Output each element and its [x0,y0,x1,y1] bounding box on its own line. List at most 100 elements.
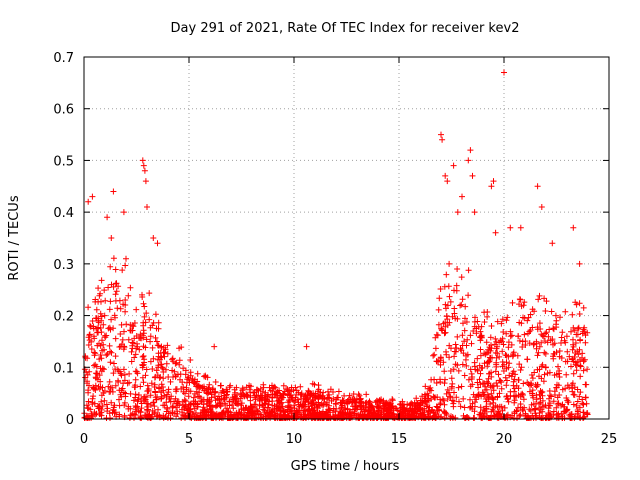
data-point [481,319,488,325]
data-point [452,361,459,368]
data-point [306,407,313,414]
data-point [134,343,141,350]
data-point [315,415,322,421]
data-point [175,398,182,405]
data-point [570,341,576,348]
data-point [576,393,583,400]
data-point [235,401,242,408]
data-point [297,391,304,398]
data-point [526,340,533,347]
data-point [155,406,161,413]
data-point [153,338,160,345]
data-point [93,315,100,322]
data-point [131,411,138,418]
data-point [269,402,276,409]
data-point [510,378,517,385]
data-point [473,396,480,403]
data-point [582,332,589,339]
data-point [315,386,322,393]
data-point [549,240,556,247]
data-point [570,224,577,231]
data-point [101,397,108,404]
data-point [550,398,557,405]
data-point [490,387,497,394]
data-point [467,396,473,403]
data-point [224,405,231,412]
data-point [166,395,173,402]
data-point [333,401,339,408]
data-point [85,342,92,348]
data-point [459,342,466,349]
data-point [460,320,466,327]
data-point [463,362,470,369]
data-point [152,373,159,380]
data-point [454,266,461,272]
data-point [176,357,183,364]
data-point [378,409,385,416]
data-point [92,298,99,305]
data-point [274,410,281,417]
data-point [143,400,150,407]
data-point [448,385,455,392]
data-point [443,271,450,278]
data-point [98,298,104,305]
data-point [534,183,541,190]
data-point [521,299,528,306]
data-point [299,415,306,421]
data-point [243,384,250,391]
data-point [91,362,97,369]
data-point [303,343,310,350]
data-point [446,354,453,361]
data-point [476,376,483,383]
data-point [583,381,590,388]
data-point [164,342,171,349]
data-point [89,318,96,324]
data-point [564,382,571,389]
data-point [434,332,441,339]
data-point [287,407,294,414]
data-point [580,304,587,311]
data-point [129,327,136,334]
data-point [562,308,569,315]
data-point [110,407,117,414]
data-point [439,136,446,143]
data-point [133,306,140,313]
data-point [469,172,476,179]
data-point [444,386,451,393]
data-point [139,361,146,368]
data-point [388,403,395,410]
data-point [542,350,549,357]
data-point [259,402,266,409]
data-point [559,386,566,393]
data-point [334,394,341,401]
data-point [140,327,147,334]
data-point [259,388,266,395]
data-point [151,384,158,390]
data-point [582,394,589,401]
data-point [269,391,276,398]
data-point [99,384,106,391]
data-point [247,383,254,390]
data-point [405,408,411,415]
data-point [420,414,427,421]
data-point [431,394,438,401]
data-point [92,411,99,418]
data-point [123,255,129,262]
data-point [143,394,150,400]
data-point [264,405,271,411]
data-point [293,407,300,414]
data-point [93,306,100,313]
data-point [579,328,586,335]
data-point [155,384,162,391]
data-point [525,314,532,321]
data-point [96,385,103,392]
data-point [85,387,92,394]
data-point [569,355,576,362]
data-point [140,162,147,169]
data-point [568,328,574,335]
data-point [180,388,187,395]
data-point [483,405,490,412]
data-point [401,415,408,421]
data-point [533,415,539,421]
data-point [508,341,515,348]
